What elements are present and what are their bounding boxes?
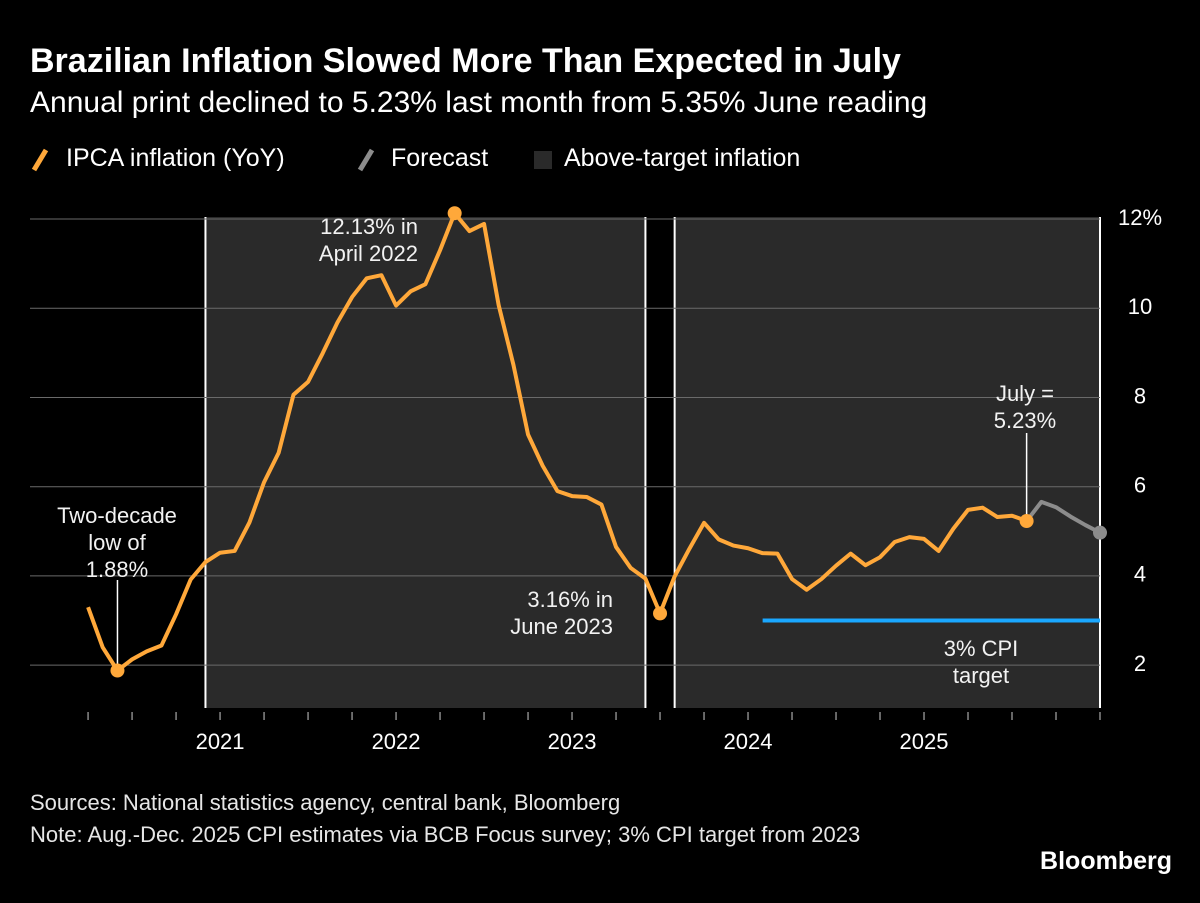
series-line (86, 211, 1028, 673)
legend-swatch (31, 148, 49, 172)
y-tick-label: 4 (1134, 562, 1146, 587)
x-tick-label: 2022 (372, 729, 421, 754)
target-label: 3% CPI target (943, 636, 1019, 688)
annotation: 3.16% in June 2023 (510, 587, 613, 639)
legend-swatch (357, 148, 375, 172)
highlight-marker (653, 606, 668, 621)
chart-title: Brazilian Inflation Slowed More Than Exp… (30, 42, 901, 80)
legend-label: Above-target inflation (564, 144, 801, 172)
y-tick-label: 8 (1134, 383, 1146, 408)
annotation: Two-decade low of 1.88% (57, 503, 177, 582)
legend-swatch (534, 151, 552, 169)
x-tick-label: 2021 (196, 729, 245, 754)
chart-subtitle: Annual print declined to 5.23% last mont… (30, 86, 928, 119)
legend-label: IPCA inflation (YoY) (66, 144, 285, 172)
highlight-marker (110, 663, 125, 678)
highlight-marker (447, 206, 462, 221)
x-tick-label: 2024 (724, 729, 773, 754)
y-tick-label: 10 (1128, 294, 1152, 319)
end-marker (1093, 525, 1107, 540)
x-tick-label: 2023 (548, 729, 597, 754)
y-tick-label: 2 (1134, 651, 1146, 676)
legend-label: Forecast (391, 144, 489, 172)
source: Sources: National statistics agency, cen… (30, 790, 621, 815)
shaded-region (674, 217, 1100, 708)
shaded-region (205, 217, 646, 708)
annotation: July = 5.23% (993, 381, 1057, 433)
annotation: 12.13% in April 2022 (318, 214, 418, 266)
series-line (1025, 499, 1101, 535)
brand: Bloomberg (1040, 847, 1172, 875)
y-tick-label: 12% (1118, 205, 1162, 230)
highlight-marker (1019, 514, 1034, 529)
x-tick-label: 2025 (900, 729, 949, 754)
note: Note: Aug.-Dec. 2025 CPI estimates via B… (30, 822, 861, 847)
y-tick-label: 6 (1134, 473, 1146, 498)
